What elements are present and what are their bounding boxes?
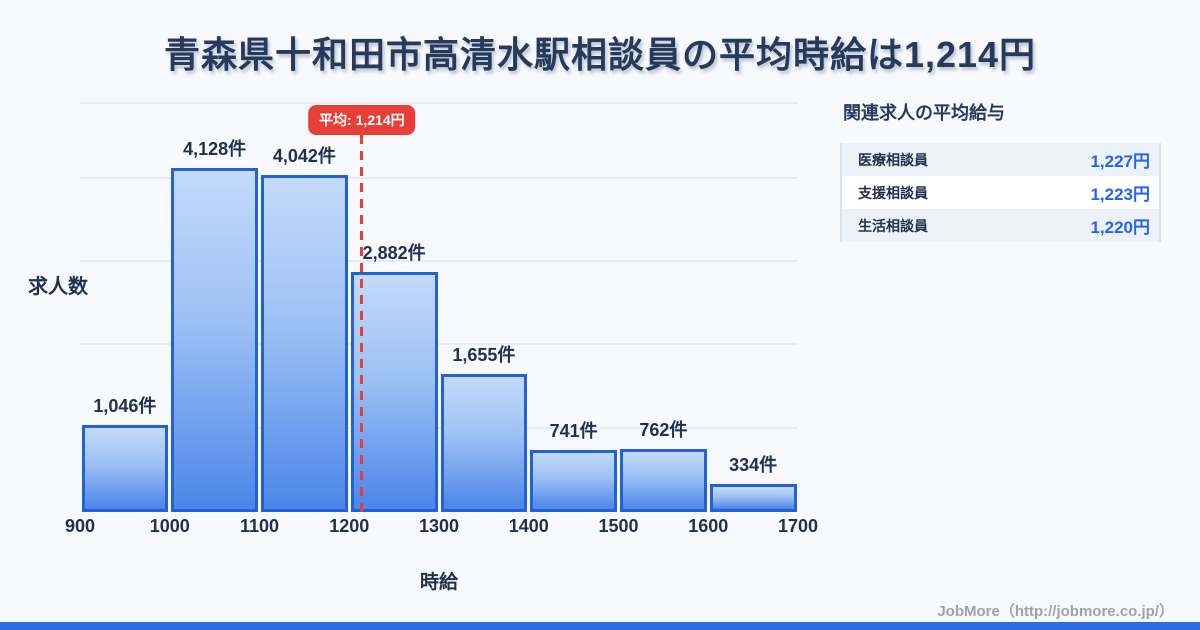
table-row: 生活相談員 1,220円: [842, 209, 1159, 242]
average-badge: 平均: 1,214円: [308, 105, 416, 135]
histogram-bar: [171, 168, 258, 512]
x-axis-tick: 1300: [418, 516, 460, 536]
x-axis-tick: 1000: [149, 516, 190, 536]
average-dashed-line: [360, 135, 364, 512]
bar-value-label: 1,655件: [452, 345, 516, 366]
page-title: 青森県十和田市高清水駅相談員の平均時給は1,214円: [163, 34, 1037, 75]
gridline: [80, 176, 798, 179]
x-axis: 900 1000 1100 1200 1300 1400 1500 1600 1700: [65, 516, 818, 542]
x-axis-tick: 1100: [239, 516, 280, 536]
bar-value-label: 4,128件: [183, 139, 247, 160]
gridline: [80, 343, 798, 346]
gridline: [80, 260, 798, 263]
credit-text: JobMore（http://jobmore.co.jp/）: [937, 603, 1174, 620]
x-axis-tick: 1200: [329, 516, 370, 536]
bar-value-label: 4,042件: [272, 146, 336, 167]
average-wage-value: 1,220円: [1090, 218, 1150, 237]
average-wage-value: 1,227円: [1090, 152, 1150, 171]
histogram-bar: [350, 272, 438, 512]
gridline: [80, 426, 798, 429]
x-axis-tick: 900: [64, 516, 96, 536]
x-axis-tick: 1700: [777, 516, 819, 536]
histogram-plot-area: 平均: 1,214円 1,046件 4,128件 4,042件 2,882件 1,655…: [80, 102, 798, 512]
job-type-label: 生活相談員: [858, 217, 928, 234]
histogram-bar: [440, 374, 528, 512]
table-row: 支援相談員 1,223円: [842, 176, 1159, 209]
table-row: 医療相談員 1,227円: [842, 143, 1159, 176]
brand-bottom-bar: [0, 622, 1200, 630]
bar-value-label: 1,046件: [93, 395, 157, 416]
bar-value-label: 762件: [639, 419, 688, 440]
x-axis-tick: 1400: [508, 516, 549, 536]
related-jobs-table: 医療相談員 1,227円 支援相談員 1,223円 生活相談員 1,220円: [840, 143, 1161, 242]
bar-value-label: 334件: [729, 455, 778, 476]
average-wage-value: 1,223円: [1090, 185, 1150, 204]
job-type-label: 医療相談員: [858, 151, 928, 168]
x-axis-tick: 1600: [688, 516, 729, 536]
bar-value-label: 741件: [549, 421, 598, 442]
histogram-bar: [261, 175, 348, 512]
bar-value-label: 2,882件: [362, 243, 426, 264]
histogram-bar: [620, 448, 707, 512]
histogram-bar: [709, 484, 797, 512]
x-axis-tick: 1500: [598, 516, 639, 536]
x-axis-label: 時給: [419, 572, 459, 593]
histogram-bar: [530, 450, 617, 512]
histogram-bar: [81, 424, 169, 512]
related-jobs-panel-title: 関連求人の平均給与: [843, 103, 1005, 123]
job-type-label: 支援相談員: [858, 184, 928, 201]
y-axis-label: 求人数: [28, 276, 88, 298]
